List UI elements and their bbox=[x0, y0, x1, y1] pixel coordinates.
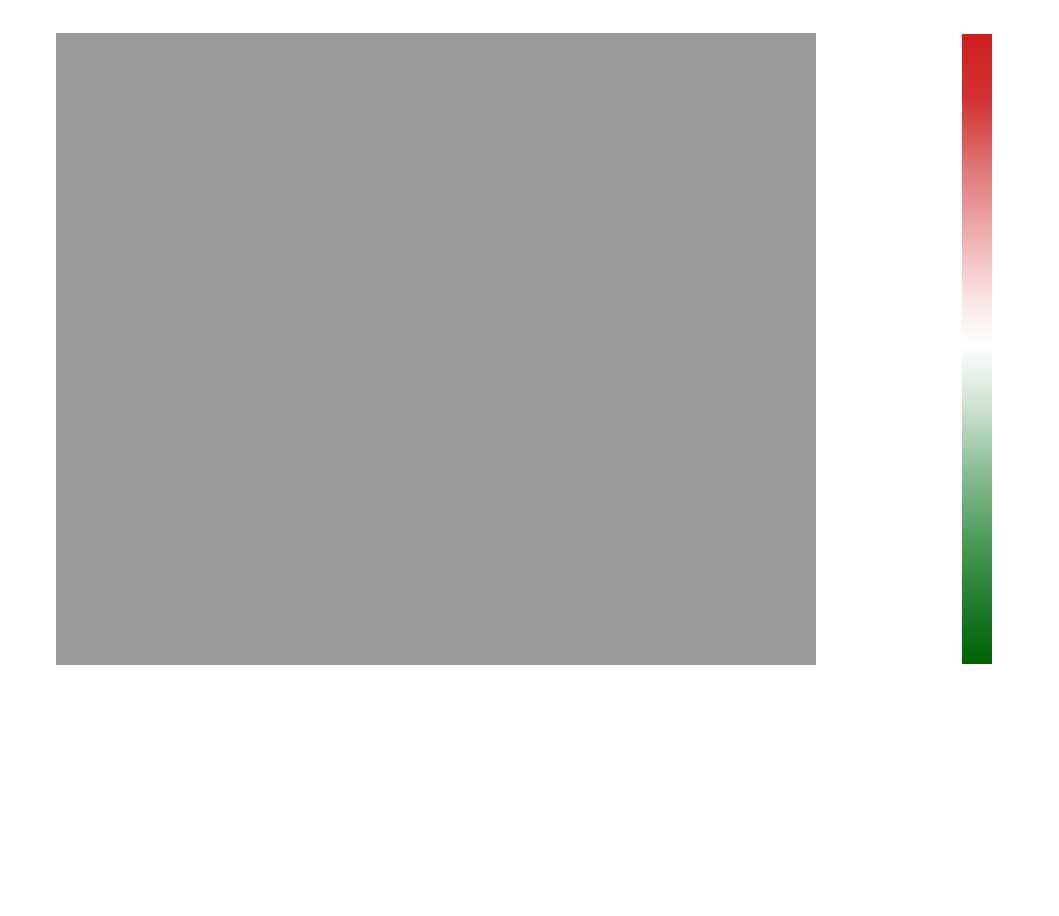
column-label-axis bbox=[56, 669, 816, 914]
row-label-axis bbox=[822, 33, 972, 665]
colorbar-gradient bbox=[962, 34, 992, 664]
heatmap-panel bbox=[56, 33, 816, 665]
heatmap-grid bbox=[56, 33, 816, 665]
